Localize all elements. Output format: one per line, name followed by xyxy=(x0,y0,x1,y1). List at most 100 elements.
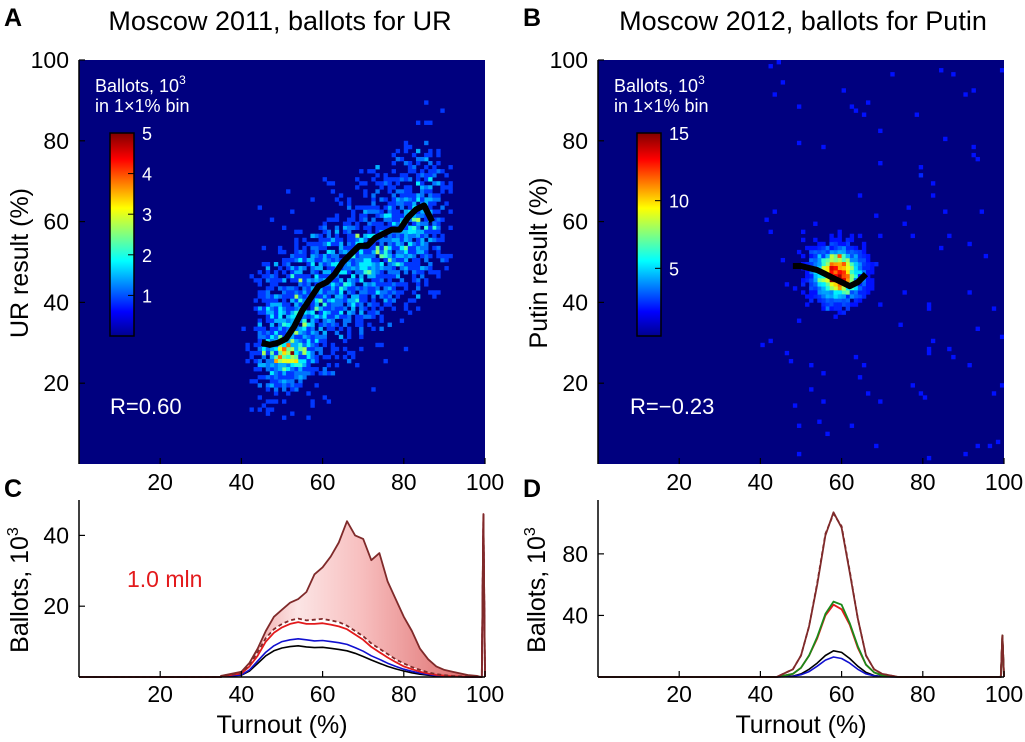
heatmap-cell xyxy=(801,253,806,259)
heatmap-cell xyxy=(411,298,417,303)
heatmap-cell xyxy=(837,241,842,247)
heatmap-cell xyxy=(857,282,863,287)
heatmap-cell xyxy=(407,298,413,303)
heatmap-cell xyxy=(367,310,372,315)
heatmap-cell xyxy=(436,221,441,226)
heatmap-cell xyxy=(269,330,275,336)
heatmap-cell xyxy=(302,334,307,340)
heatmap-cell xyxy=(395,221,401,226)
heatmap-cell xyxy=(845,241,851,247)
heatmap-cell xyxy=(424,253,429,259)
heatmap-cell xyxy=(383,225,388,230)
heatmap-cell xyxy=(444,185,449,190)
heatmap-cell xyxy=(403,233,409,239)
heatmap-cell xyxy=(825,286,830,291)
heatmap-cell xyxy=(318,233,323,239)
heatmap-cell xyxy=(359,266,364,271)
heatmap-cell xyxy=(829,233,834,239)
heatmap-cell xyxy=(424,185,429,190)
heatmap-cell xyxy=(999,383,1004,388)
heatmap-cell xyxy=(424,120,429,125)
panel-label-a: A xyxy=(4,4,22,32)
x-tick-label: 100 xyxy=(466,469,504,495)
heatmap-cell xyxy=(363,282,368,287)
heatmap-cell xyxy=(399,278,405,283)
heatmap-cell xyxy=(322,314,327,319)
heatmap-cell xyxy=(367,274,372,279)
heatmap-cell xyxy=(391,253,396,259)
heatmap-cell xyxy=(833,249,838,255)
heatmap-cell xyxy=(257,346,262,352)
heatmap-cell xyxy=(326,298,332,303)
heatmap-cell xyxy=(310,262,315,267)
heatmap-cell xyxy=(805,302,810,307)
heatmap-cell xyxy=(351,266,356,271)
heatmap-cell xyxy=(269,399,275,404)
heatmap-cell xyxy=(930,181,936,186)
heatmap-cell xyxy=(861,112,867,117)
heatmap-cell xyxy=(809,257,814,263)
heatmap-cell xyxy=(399,237,405,243)
heatmap-cell xyxy=(874,213,879,218)
heatmap-cell xyxy=(375,310,380,315)
heatmap-cell xyxy=(359,298,364,303)
y-tick-label: 100 xyxy=(31,47,69,73)
heatmap-cell xyxy=(302,338,307,344)
heatmap-cell xyxy=(861,245,867,251)
heatmap-cell xyxy=(817,282,822,287)
colorbar-tick-label: 5 xyxy=(669,259,679,279)
heatmap-cell xyxy=(395,249,401,255)
heatmap-cell xyxy=(290,379,295,384)
heatmap-cell xyxy=(249,350,254,356)
heatmap-cell xyxy=(273,274,279,279)
heatmap-cell xyxy=(363,249,368,255)
heatmap-cell xyxy=(334,233,340,239)
colorbar-tick-label: 4 xyxy=(142,165,152,185)
heatmap-cell xyxy=(269,298,275,303)
heatmap-cell xyxy=(857,266,863,271)
heatmap-cell xyxy=(432,270,437,275)
heatmap-cell xyxy=(310,371,315,376)
heatmap-cell xyxy=(334,294,340,299)
heatmap-cell xyxy=(870,262,875,267)
heatmap-cell xyxy=(334,354,340,360)
heatmap-cell xyxy=(326,217,332,222)
heatmap-cell xyxy=(342,282,348,287)
heatmap-cell xyxy=(399,201,405,206)
heatmap-cell xyxy=(286,326,291,331)
heatmap-cell xyxy=(265,367,271,372)
heatmap-cell xyxy=(424,241,429,247)
heatmap-cell xyxy=(330,326,336,331)
heatmap-cell xyxy=(387,249,392,255)
heatmap-cell xyxy=(837,286,842,291)
heatmap-cell xyxy=(290,298,295,303)
heatmap-cell xyxy=(290,278,295,283)
heatmap-cell xyxy=(428,290,433,295)
heatmap-cell xyxy=(367,169,372,174)
heatmap-cell xyxy=(359,270,364,275)
heatmap-cell xyxy=(294,367,299,372)
heatmap-cell xyxy=(411,197,417,202)
heatmap-cell xyxy=(294,383,299,388)
heatmap-cell xyxy=(367,225,372,230)
heatmap-cell xyxy=(326,266,332,271)
heatmap-cell xyxy=(282,318,287,323)
heatmap-cell xyxy=(383,249,388,255)
heatmap-cell xyxy=(286,290,291,295)
heatmap-cell xyxy=(375,173,380,178)
heatmap-cell xyxy=(326,229,332,235)
heatmap-cell xyxy=(322,302,327,307)
heatmap-cell xyxy=(395,201,401,206)
heatmap-cell xyxy=(265,411,271,416)
heatmap-cell xyxy=(294,375,299,380)
heatmap-cell xyxy=(432,290,437,295)
heatmap-cell xyxy=(403,225,409,230)
heatmap-cell xyxy=(841,257,846,263)
heatmap-cell xyxy=(383,205,388,210)
heatmap-cell xyxy=(322,322,327,327)
heatmap-cell xyxy=(403,201,409,206)
heatmap-cell xyxy=(355,270,360,275)
heatmap-cell xyxy=(768,64,773,69)
heatmap-cell xyxy=(420,241,425,247)
heatmap-cell xyxy=(420,245,425,251)
